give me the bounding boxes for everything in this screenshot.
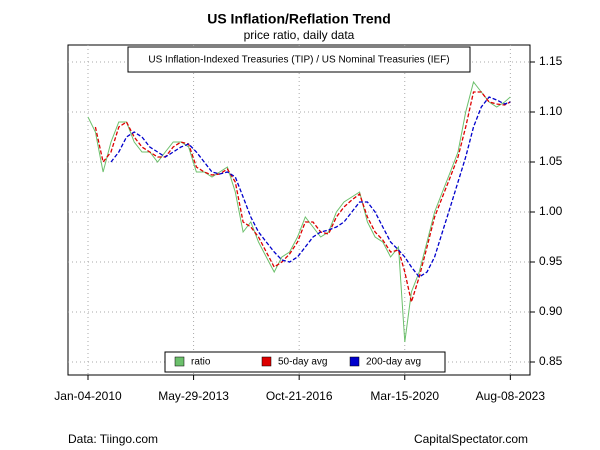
y-tick-label: 0.90 <box>539 304 563 318</box>
x-tick-label: Oct-21-2016 <box>266 389 333 403</box>
series-line <box>94 91 511 305</box>
legend-label: 200-day avg <box>366 357 421 368</box>
series-line <box>110 96 511 278</box>
x-tick-label: Jan-04-2010 <box>54 389 122 403</box>
y-tick-label: 1.00 <box>539 204 563 218</box>
legend-label: 50-day avg <box>278 357 327 368</box>
x-tick-label: Mar-15-2020 <box>370 389 439 403</box>
chart-title: US Inflation/Reflation Trend <box>207 11 391 27</box>
y-tick-label: 0.95 <box>539 254 563 268</box>
chart-subtitle: price ratio, daily data <box>244 28 355 42</box>
credit-note: CapitalSpectator.com <box>414 432 528 446</box>
legend-box <box>164 351 446 373</box>
x-tick-label: May-29-2013 <box>158 389 229 403</box>
y-tick-label: 1.15 <box>539 54 563 68</box>
legend-swatch <box>174 356 185 367</box>
y-tick-label: 1.10 <box>539 104 563 118</box>
source-note: Data: Tiingo.com <box>68 432 158 446</box>
y-tick-label: 1.05 <box>539 154 563 168</box>
legend-label: ratio <box>191 357 211 368</box>
annotation: US Inflation-Indexed Treasuries (TIP) / … <box>148 55 449 66</box>
annotation-box <box>127 46 471 73</box>
legend-swatch <box>261 356 272 367</box>
legend-swatch <box>349 356 360 367</box>
x-tick-label: Aug-08-2023 <box>476 389 546 403</box>
y-tick-label: 0.85 <box>539 354 563 368</box>
series-line <box>87 80 511 343</box>
